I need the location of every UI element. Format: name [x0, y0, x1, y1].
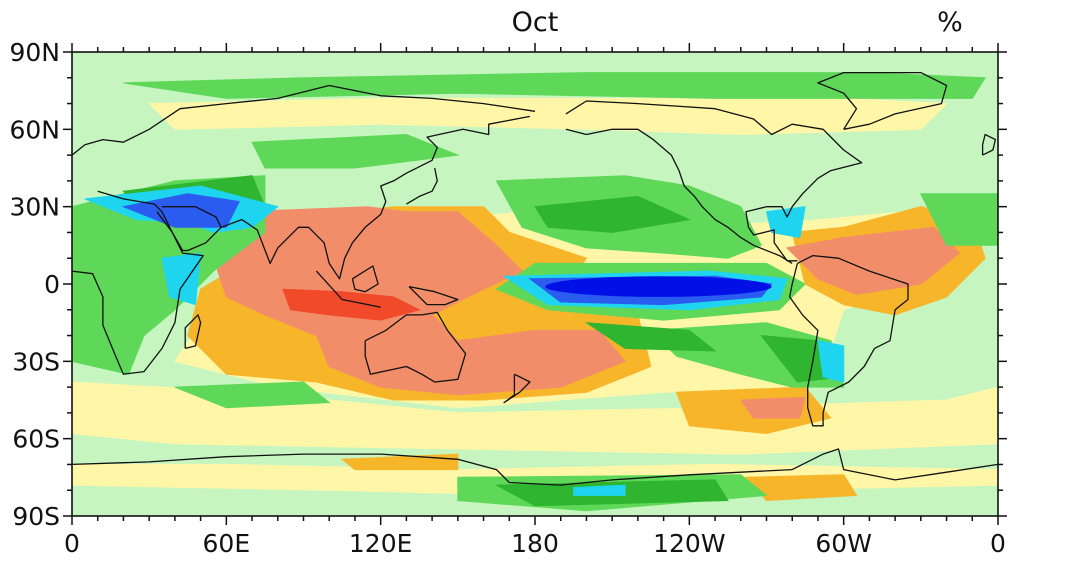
lat-tick-label: 0	[44, 270, 60, 299]
coast-south-america	[788, 254, 909, 427]
green-south-indian	[174, 381, 331, 409]
green-east-atlantic	[919, 193, 998, 246]
lon-tick-label: 120W	[653, 529, 725, 558]
lat-tick-label: 90N	[9, 38, 60, 67]
coast-british-isles	[981, 133, 997, 156]
coast-africa	[72, 190, 204, 375]
coast-australia	[364, 311, 467, 383]
coast-borneo	[351, 265, 379, 293]
coast-sumatra-java	[315, 270, 381, 308]
red-indian-ocean-core	[282, 288, 421, 321]
lat-tick-label: 30N	[9, 193, 60, 222]
orange-amundsen	[744, 474, 858, 502]
coastlines	[72, 71, 998, 486]
lon-tick-label: 0	[990, 529, 1006, 558]
cyan-east-africa	[161, 252, 202, 306]
lat-tick-label: 60N	[9, 115, 60, 144]
lon-tick-label: 60E	[203, 529, 251, 558]
map-plot-area	[71, 51, 999, 517]
lat-tick-label: 60S	[12, 425, 60, 454]
coast-north-america-east	[565, 100, 863, 262]
green-arctic	[123, 72, 986, 99]
pale-yellow-arctic	[148, 97, 948, 136]
dark-green-north-pacific	[534, 195, 692, 233]
coast-new-zealand	[503, 373, 531, 404]
lat-tick-label: 30S	[12, 347, 60, 376]
cyan-south-america	[817, 340, 845, 383]
coast-eurasia-north	[72, 84, 536, 156]
lon-tick-label: 120E	[349, 529, 413, 558]
coast-asia-south	[162, 115, 531, 280]
coast-north-america-west	[565, 128, 793, 264]
cyan-antarctic	[573, 484, 626, 496]
coast-antarctica	[72, 448, 998, 486]
lon-tick-label: 0	[64, 529, 80, 558]
lat-tick-label: 90S	[12, 502, 60, 531]
cyan-gulf	[765, 206, 806, 239]
lon-tick-label: 60W	[815, 529, 872, 558]
salmon-south-pacific	[739, 396, 806, 419]
units-label: %	[937, 7, 963, 38]
coast-japan	[406, 167, 438, 205]
anomaly-shading	[72, 72, 998, 512]
map-title: Oct	[512, 7, 559, 38]
longitude-labels: 0 60E 120E 180 120W 60W 0	[64, 529, 1006, 558]
lon-tick-label: 180	[511, 529, 559, 558]
latitude-labels: 90N 60N 30N 0 30S 60S 90S	[9, 38, 60, 531]
dark-green-south-pacific	[584, 322, 717, 352]
axis-ticks	[63, 43, 1007, 525]
coast-greenland	[817, 71, 948, 130]
coast-arabia	[156, 211, 222, 252]
coast-madagascar	[184, 314, 202, 350]
green-siberia	[251, 133, 460, 169]
salmon-west-pacific	[366, 226, 459, 272]
coast-new-guinea	[408, 285, 459, 306]
dark-blue-nino-core	[545, 276, 772, 297]
salmon-atlantic	[786, 226, 961, 295]
